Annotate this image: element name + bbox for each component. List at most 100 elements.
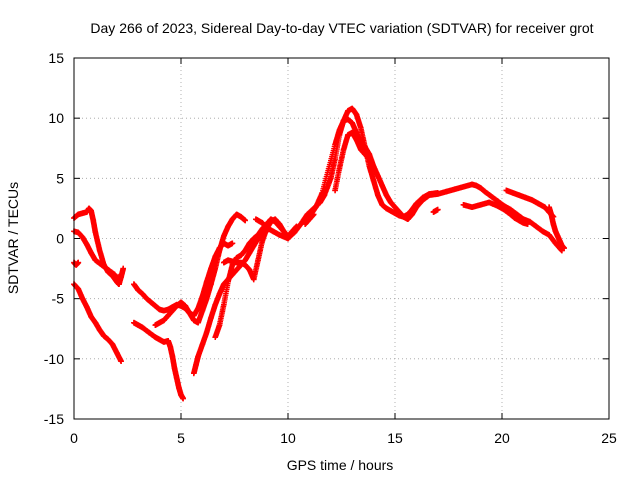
data-point xyxy=(550,221,557,227)
data-point xyxy=(310,211,317,218)
data-point xyxy=(255,257,261,263)
data-point xyxy=(494,198,501,204)
data-point xyxy=(105,336,112,343)
data-point xyxy=(533,223,540,230)
data-point xyxy=(92,229,99,236)
data-point xyxy=(268,218,274,225)
data-point xyxy=(199,341,206,348)
data-point xyxy=(165,337,171,344)
data-point xyxy=(84,304,90,310)
data-point xyxy=(156,336,163,343)
data-point xyxy=(259,238,266,244)
data-point xyxy=(229,216,236,223)
data-point xyxy=(319,189,326,196)
data-point xyxy=(233,266,240,273)
data-point xyxy=(276,221,283,227)
data-point xyxy=(92,257,99,263)
data-point xyxy=(75,286,82,292)
data-point xyxy=(460,183,467,190)
data-point xyxy=(203,295,210,302)
data-point xyxy=(114,275,120,282)
data-point xyxy=(152,322,159,328)
data-point xyxy=(221,259,227,266)
data-point xyxy=(221,301,227,308)
data-point xyxy=(88,250,94,256)
data-point xyxy=(90,217,97,224)
data-point xyxy=(507,211,514,218)
data-point xyxy=(79,210,86,217)
data-point xyxy=(522,194,529,201)
data-point xyxy=(435,206,441,213)
data-point xyxy=(383,205,390,212)
series-track-13 xyxy=(332,129,377,194)
y-tick-label: 10 xyxy=(48,110,64,126)
y-tick-label: 5 xyxy=(56,170,64,186)
data-point xyxy=(246,266,253,273)
data-point xyxy=(212,301,219,308)
data-point xyxy=(349,120,355,126)
data-point xyxy=(552,228,559,235)
data-point xyxy=(208,281,214,288)
data-point xyxy=(169,353,176,360)
data-point xyxy=(328,175,334,182)
data-point xyxy=(225,279,231,285)
data-point xyxy=(255,232,261,238)
y-tick-label: -5 xyxy=(52,291,65,307)
data-point xyxy=(156,306,163,313)
data-point xyxy=(494,203,501,209)
data-point xyxy=(469,204,475,211)
data-point xyxy=(486,199,492,206)
data-point xyxy=(178,299,184,306)
data-point xyxy=(291,229,298,236)
data-point xyxy=(238,214,244,220)
data-point xyxy=(161,307,167,314)
data-point xyxy=(345,108,351,114)
data-point xyxy=(313,204,319,211)
data-series xyxy=(71,105,567,402)
x-tick-label: 0 xyxy=(70,430,78,446)
data-point xyxy=(435,191,441,197)
series-track-18 xyxy=(302,211,317,227)
data-point xyxy=(221,233,227,239)
data-point xyxy=(143,295,150,302)
data-point xyxy=(139,324,146,331)
data-point xyxy=(169,307,176,314)
data-point xyxy=(167,344,174,350)
data-point xyxy=(238,259,244,266)
data-point xyxy=(349,105,355,112)
y-tick-label: -15 xyxy=(44,411,64,427)
data-point xyxy=(193,362,199,368)
data-point xyxy=(203,279,210,285)
data-point xyxy=(195,305,201,312)
data-point xyxy=(92,319,99,326)
data-point xyxy=(199,293,206,300)
x-tick-label: 5 xyxy=(177,430,185,446)
x-tick-label: 20 xyxy=(494,430,510,446)
data-point xyxy=(554,233,561,239)
data-point xyxy=(225,242,231,249)
data-point xyxy=(345,116,351,123)
data-point xyxy=(225,257,231,263)
data-point xyxy=(99,262,105,268)
data-point xyxy=(135,322,141,328)
data-point xyxy=(276,232,283,238)
data-point xyxy=(535,200,542,207)
series-track-14 xyxy=(460,199,531,227)
data-point xyxy=(195,353,201,360)
data-point xyxy=(109,341,116,348)
data-point xyxy=(509,189,516,196)
data-point xyxy=(182,303,189,309)
data-point xyxy=(332,187,338,194)
data-point xyxy=(191,317,197,324)
data-point xyxy=(165,312,171,319)
data-point xyxy=(379,182,385,189)
data-point xyxy=(469,181,475,188)
data-point xyxy=(270,228,276,235)
data-point xyxy=(370,165,377,172)
data-point xyxy=(171,365,178,372)
x-tick-label: 25 xyxy=(601,430,617,446)
data-point xyxy=(139,291,146,297)
data-point xyxy=(396,209,403,215)
data-point xyxy=(357,146,364,153)
data-point xyxy=(539,228,546,235)
